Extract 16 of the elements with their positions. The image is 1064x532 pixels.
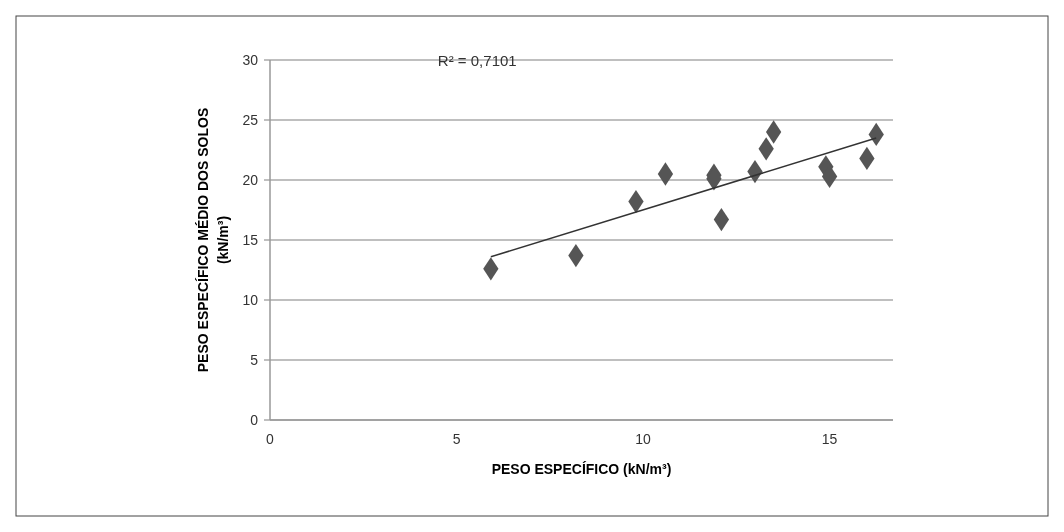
y-tick-label: 15	[242, 231, 259, 248]
x-tick-label: 0	[266, 431, 275, 447]
y-tick-label: 10	[242, 291, 259, 308]
x-tick-label: 10	[635, 431, 652, 447]
y-axis-title: PESO ESPECÍFICO MÉDIO DOS SOLOS (kN/m³)	[195, 107, 231, 373]
point	[765, 120, 782, 144]
x-axis-title: PESO ESPECÍFICO (kN/m³)	[491, 461, 672, 477]
x-tick-label: 5	[452, 431, 461, 447]
y-tick-label: 0	[250, 411, 259, 428]
point	[657, 162, 674, 186]
x-tick-label: 15	[821, 431, 838, 447]
y-tick-label: 5	[250, 351, 259, 368]
y-tick-label: 25	[242, 111, 259, 128]
y-tick-label: 20	[242, 171, 259, 188]
annotation: R² = 0,7101	[437, 52, 517, 69]
y-tick-label: 30	[242, 51, 259, 68]
